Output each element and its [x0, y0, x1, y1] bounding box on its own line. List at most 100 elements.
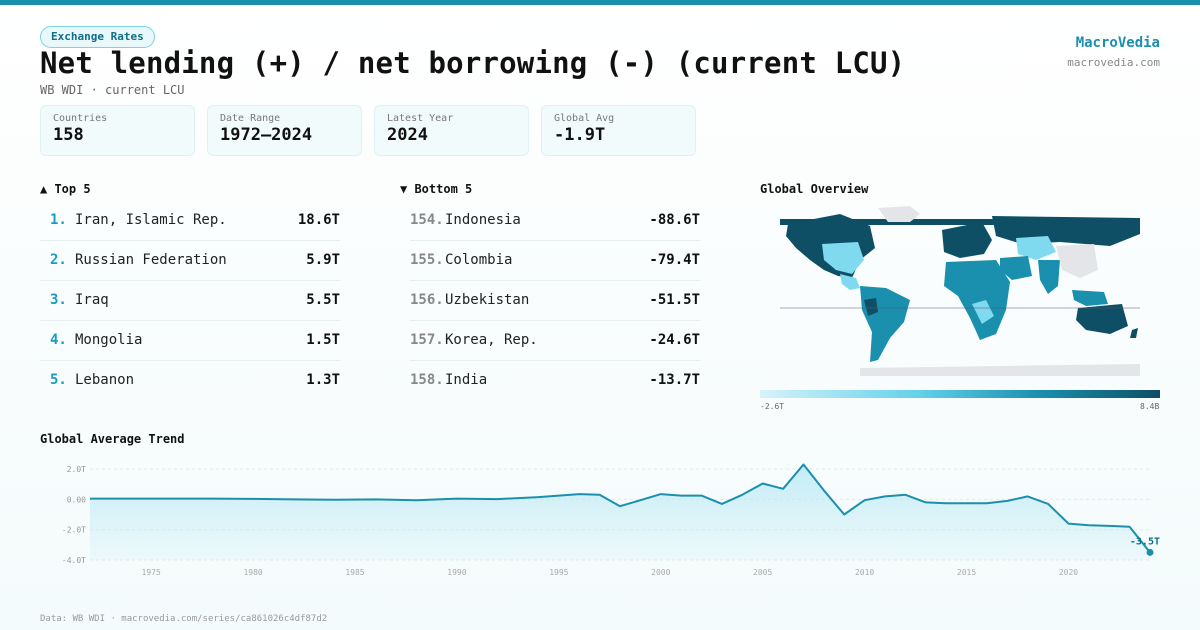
stat-card-countries: Countries 158 [40, 105, 195, 156]
brand-url[interactable]: macrovedia.com [1067, 56, 1160, 69]
x-tick-label: 1985 [345, 568, 364, 577]
country-name: Indonesia [445, 212, 521, 228]
map-heading: Global Overview [760, 182, 869, 196]
stat-label: Latest Year [387, 113, 454, 124]
stat-label: Global Avg [554, 113, 615, 124]
stat-value: -1.9T [554, 125, 606, 145]
country-value: 5.5T [306, 292, 340, 308]
x-tick-label: 2020 [1059, 568, 1078, 577]
bottom5-list: 154. Indonesia -88.6T 155. Colombia -79.… [410, 201, 700, 401]
page-title: Net lending (+) / net borrowing (-) (cur… [40, 46, 906, 80]
x-tick-label: 2010 [855, 568, 874, 577]
country-name: Colombia [445, 252, 513, 268]
country-name: Russian Federation [75, 252, 227, 268]
x-tick-label: 1990 [447, 568, 466, 577]
list-item[interactable]: 157. Korea, Rep. -24.6T [410, 321, 700, 361]
country-name: Iran, Islamic Rep. [75, 212, 227, 228]
country-value: -51.5T [649, 292, 700, 308]
country-name: Lebanon [75, 372, 135, 388]
map-india[interactable] [1038, 260, 1060, 294]
x-tick-label: 1980 [243, 568, 262, 577]
list-item[interactable]: 4. Mongolia 1.5T [40, 321, 340, 361]
map-colombia[interactable] [864, 298, 878, 316]
scale-min-label: -2.6T [760, 402, 785, 411]
map-central-america[interactable] [840, 274, 860, 290]
country-value: 18.6T [297, 212, 340, 228]
rank-number: 4. [50, 332, 67, 348]
rank-number: 1. [50, 212, 67, 228]
stat-value: 1972–2024 [220, 125, 313, 145]
x-tick-label: 1975 [142, 568, 161, 577]
category-badge[interactable]: Exchange Rates [40, 26, 155, 48]
list-item[interactable]: 3. Iraq 5.5T [40, 281, 340, 321]
rank-number: 158. [410, 372, 444, 388]
map-greenland [878, 206, 920, 222]
series-line [90, 463, 1151, 554]
rank-number: 157. [410, 332, 444, 348]
series-end-point [1146, 548, 1154, 556]
stat-card-global-avg: Global Avg -1.9T [541, 105, 696, 156]
y-tick-label: 0.00 [67, 495, 86, 504]
map-usa[interactable] [822, 242, 864, 274]
map-arctic-band [780, 219, 1140, 225]
map-china [1056, 244, 1098, 278]
top5-list: 1. Iran, Islamic Rep. 18.6T 2. Russian F… [40, 201, 340, 401]
country-name: Iraq [75, 292, 109, 308]
list-item[interactable]: 5. Lebanon 1.3T [40, 361, 340, 401]
world-map [780, 206, 1140, 376]
rank-number: 156. [410, 292, 444, 308]
list-item[interactable]: 1. Iran, Islamic Rep. 18.6T [40, 201, 340, 241]
stat-value: 2024 [387, 125, 428, 145]
color-scale-bar [760, 390, 1160, 398]
country-value: 1.5T [306, 332, 340, 348]
country-name: India [445, 372, 488, 388]
y-tick-label: -2.0T [62, 526, 86, 535]
footer-source: Data: WB WDI · macrovedia.com/series/ca8… [40, 614, 328, 624]
country-value: -79.4T [649, 252, 700, 268]
map-indonesia[interactable] [1072, 290, 1108, 306]
page-subtitle: WB WDI · current LCU [40, 83, 185, 97]
list-item[interactable]: 155. Colombia -79.4T [410, 241, 700, 281]
rank-number: 154. [410, 212, 444, 228]
list-item[interactable]: 2. Russian Federation 5.9T [40, 241, 340, 281]
map-middle-east[interactable] [1000, 256, 1032, 280]
list-item[interactable]: 158. India -13.7T [410, 361, 700, 401]
map-antarctica [860, 364, 1140, 376]
stat-value: 158 [53, 125, 84, 145]
country-value: 5.9T [306, 252, 340, 268]
country-value: -13.7T [649, 372, 700, 388]
list-item[interactable]: 156. Uzbekistan -51.5T [410, 281, 700, 321]
scale-max-label: 8.4B [1140, 402, 1160, 411]
country-value: -24.6T [649, 332, 700, 348]
map-europe[interactable] [942, 222, 992, 258]
x-tick-label: 2015 [957, 568, 976, 577]
rank-number: 5. [50, 372, 67, 388]
map-australia[interactable] [1076, 304, 1128, 334]
map-east-africa[interactable] [972, 300, 994, 324]
country-value: 1.3T [306, 372, 340, 388]
y-tick-label: -4.0T [62, 556, 86, 565]
series-area [90, 464, 1150, 560]
list-item[interactable]: 154. Indonesia -88.6T [410, 201, 700, 241]
trend-chart: 2.0T 0.00 -2.0T -4.0T 1975 1980 1985 1990 1995 20… [62, 463, 1160, 577]
x-tick-label: 1995 [549, 568, 568, 577]
map-russia[interactable] [992, 216, 1140, 246]
stat-label: Date Range [220, 113, 281, 124]
y-tick-label: 2.0T [67, 465, 86, 474]
map-africa[interactable] [944, 260, 1010, 340]
map-new-zealand[interactable] [1130, 328, 1138, 338]
map-south-america[interactable] [860, 286, 910, 362]
x-tick-label: 2000 [651, 568, 670, 577]
country-value: -88.6T [649, 212, 700, 228]
rank-number: 3. [50, 292, 67, 308]
map-central-asia[interactable] [1016, 236, 1056, 260]
stat-card-date-range: Date Range 1972–2024 [207, 105, 362, 156]
rank-number: 155. [410, 252, 444, 268]
bottom5-heading: ▼ Bottom 5 [400, 182, 473, 196]
series-end-label: -3.5T [1130, 536, 1160, 547]
top-accent-bar [0, 0, 1200, 5]
stat-label: Countries [53, 113, 108, 124]
brand-logo[interactable]: MacroVedia [1075, 35, 1160, 51]
country-name: Mongolia [75, 332, 143, 348]
x-tick-label: 2005 [753, 568, 772, 577]
